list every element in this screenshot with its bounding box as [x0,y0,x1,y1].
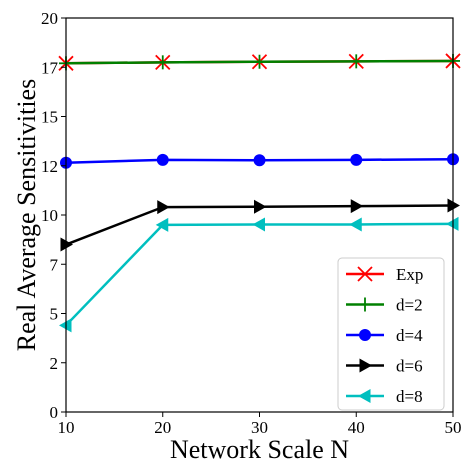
y-tick-label: 10 [41,206,58,225]
x-tick-label: 20 [154,418,171,437]
legend-label: d=8 [396,387,423,406]
legend-label: d=6 [396,357,423,376]
y-tick-label: 0 [50,403,59,422]
x-axis-title: Network Scale N [170,435,349,464]
data-point-d-4 [350,153,363,166]
y-tick-label: 5 [50,305,59,324]
y-tick-label: 2 [50,354,59,373]
y-tick-label: 15 [41,108,58,127]
y-tick-label: 20 [41,9,58,28]
legend-entry-d-4: d=4 [346,326,423,345]
data-point-d-8 [349,217,362,232]
y-tick-label: 7 [50,255,59,274]
x-tick-label: 50 [445,418,462,437]
ticks-layer: 10 20 30 40 50 0 2 5 7 10 12 15 17 20 [41,9,462,437]
legend-entry-d-6: d=6 [346,357,423,376]
legend-marker [357,266,373,282]
legend-label: d=2 [396,296,423,315]
data-point-d-6 [254,199,267,214]
data-point-d-2 [252,54,267,69]
y-axis-title: Real Average Sensitivities [12,79,41,351]
x-tick-label: 40 [348,418,365,437]
data-point-d-4 [156,153,169,166]
data-point-d-6 [157,200,170,215]
series-d-8 [59,216,459,333]
data-point-d-6 [60,237,73,252]
data-point-d-2 [349,54,364,69]
x-tick-label: 10 [58,418,75,437]
data-point-d-6 [350,199,364,214]
legend-entry-d-8: d=8 [346,387,423,406]
legend: Exp d=2 d=4 d=6 d=8 [337,257,445,411]
data-point-d-6 [447,198,460,213]
data-point-d-8 [446,216,459,231]
data-point-d-4 [253,154,266,167]
data-point-d-8 [59,318,72,333]
legend-label: Exp [396,265,423,284]
data-point-d-8 [155,217,169,232]
data-point-d-2 [155,55,170,70]
legend-entry-exp: Exp [346,265,423,284]
y-tick-label: 17 [41,58,59,77]
series-d-6 [60,198,460,252]
legend-entry-d-2: d=2 [346,296,423,315]
legend-box [337,257,445,411]
x-tick-label: 30 [251,418,268,437]
data-point-d-8 [252,217,265,232]
legend-marker [358,297,372,312]
legend-marker [358,389,371,403]
legend-marker-stroke [357,266,373,282]
y-tick-label: 12 [41,157,58,176]
legend-marker [359,329,371,341]
legend-label: d=4 [396,326,423,345]
legend-marker [359,358,372,373]
